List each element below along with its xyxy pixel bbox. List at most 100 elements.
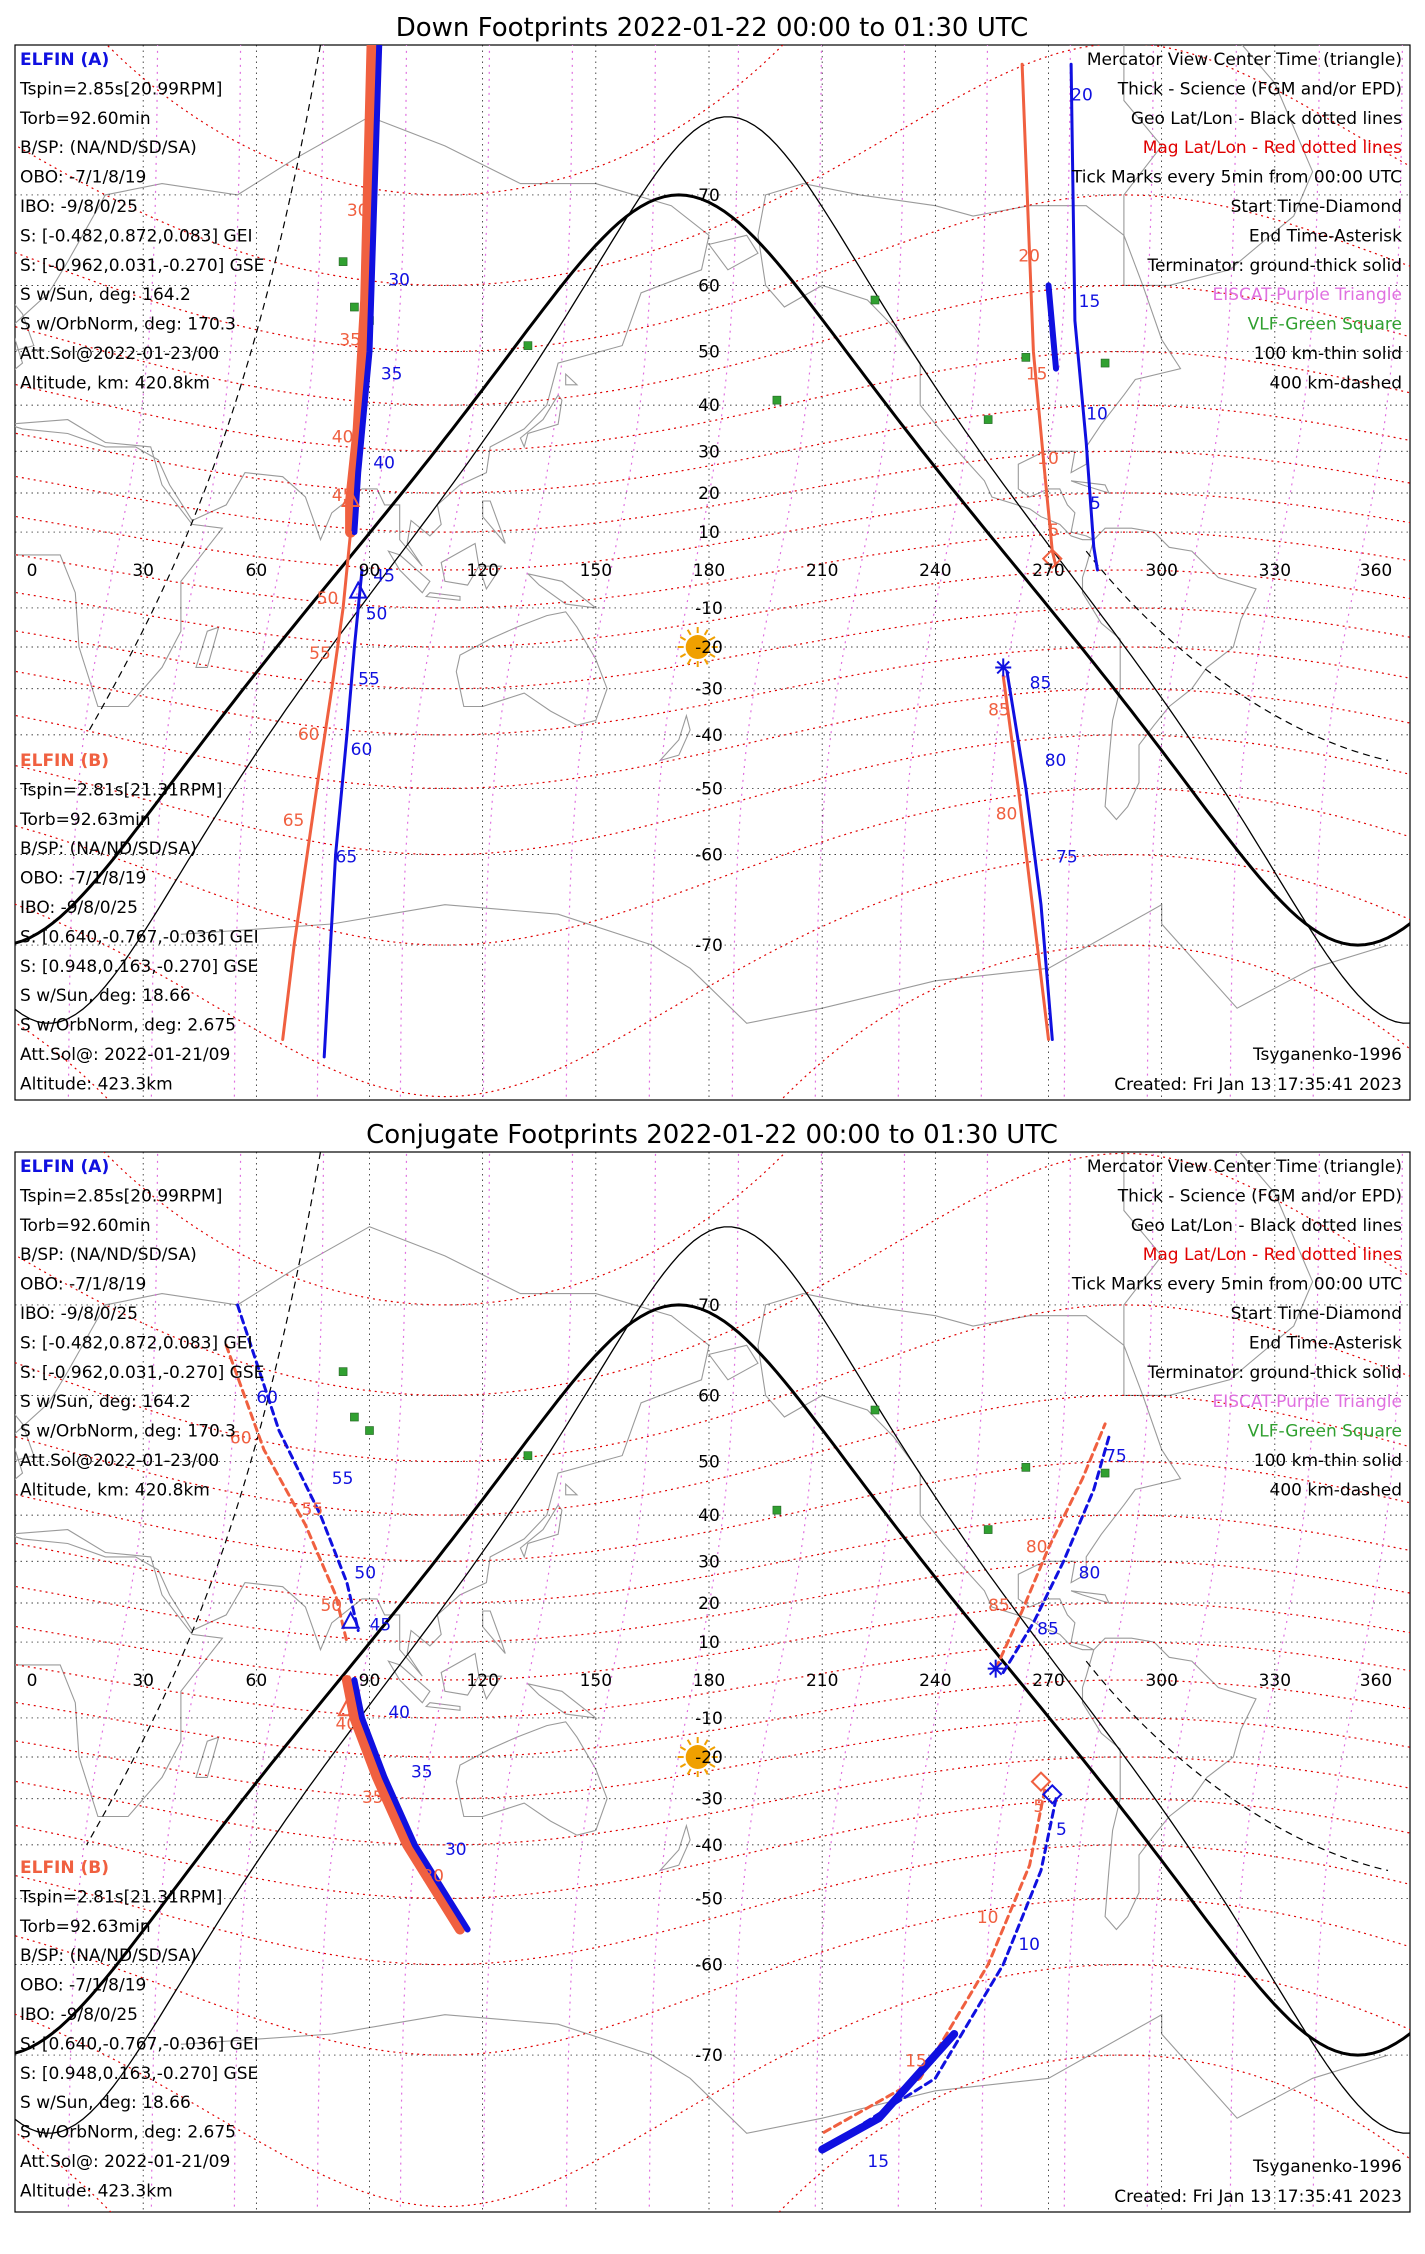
tick-label-a: 75 <box>1056 847 1078 867</box>
elfin-a-info-line: S: [-0.482,0.872,0.083] GEI <box>20 226 252 246</box>
mag-latitude <box>15 351 1410 452</box>
lat-tick-label: 70 <box>698 1296 720 1316</box>
tick-label-b: 5 <box>1033 1797 1044 1817</box>
mag-meridian <box>731 1153 823 2207</box>
coastline <box>1081 527 1257 821</box>
coastline <box>565 372 579 386</box>
legend-line: 100 km-thin solid <box>1254 344 1402 364</box>
terminator-100km <box>15 116 1410 1024</box>
legend-line: End Time-Asterisk <box>1249 226 1402 246</box>
elfin-a-info-line: IBO: -9/8/0/25 <box>20 197 138 217</box>
coastline <box>482 1610 506 1654</box>
center-time-triangle-b <box>337 1698 357 1717</box>
mag-meridian <box>233 45 325 1097</box>
mag-meridian <box>1312 45 1403 1097</box>
elfin-a-info-line: S: [-0.962,0.031,-0.270] GSE <box>20 1363 264 1383</box>
elfin-a-info-line: Torb=92.60min <box>19 1216 151 1236</box>
elfin-a-info-line: B/SP: (NA/ND/SD/SA) <box>20 1245 197 1265</box>
elfin-a-info-line: B/SP: (NA/ND/SD/SA) <box>20 138 197 158</box>
lon-tick-label: 60 <box>246 561 268 581</box>
mag-meridian <box>980 1153 1071 2207</box>
lon-tick-label: 360 <box>1360 561 1392 581</box>
lat-tick-label: 50 <box>698 343 720 363</box>
vlf-square <box>1021 1463 1031 1472</box>
lon-tick-label: 300 <box>1145 1671 1177 1691</box>
mag-meridian <box>233 1153 325 2207</box>
elfin-b-info-line: IBO: -9/8/0/25 <box>20 898 138 918</box>
elfin-b-info-line: S: [0.948,0.163,-0.270] GSE <box>20 957 258 977</box>
lat-tick-label: -10 <box>695 1709 723 1729</box>
tick-label-b: 85 <box>988 701 1010 721</box>
terminator-400km-west <box>86 1152 322 1846</box>
tick-label-b: 20 <box>1018 247 1040 267</box>
elfin-b-info-line: IBO: -9/8/0/25 <box>20 2005 138 2025</box>
legend-line: Start Time-Diamond <box>1231 197 1402 217</box>
tick-label-b: 55 <box>302 1500 324 1520</box>
elfin-a-info-line: S: [-0.962,0.031,-0.270] GSE <box>20 256 264 276</box>
elfin-b-info-line: S w/Sun, deg: 18.66 <box>20 2093 191 2113</box>
sun-ray <box>679 653 687 658</box>
tick-label-a: 40 <box>373 453 395 473</box>
elfin-b-info: ELFIN (B) Tspin=2.81s[21.31RPM] Torb=92.63… <box>19 1858 259 2201</box>
tick-label-a: 10 <box>1018 1935 1040 1955</box>
lon-tick-label: 210 <box>806 561 838 581</box>
lat-tick-labels: 70 60 50 40 30 20 10 -10 -20 -30 -40 -50 -60 -70 <box>695 1296 723 2066</box>
lon-tick-label: 270 <box>1032 1671 1064 1691</box>
elfin-a-info-line: Att.Sol@2022-01-23/00 <box>20 344 219 364</box>
lon-tick-label: 60 <box>246 1671 268 1691</box>
tick-label-a: 45 <box>373 566 395 586</box>
map-layer: 6055504540353085807551015605550403530858… <box>15 1152 1410 2212</box>
lon-tick-label: 360 <box>1360 1671 1392 1691</box>
tick-label-a: 65 <box>336 847 358 867</box>
tick-label-a: 5 <box>1090 494 1101 514</box>
tick-label-b: 10 <box>977 1908 999 1928</box>
lon-tick-labels: 0 30 60 90 120 150 180 210 240 270 300 330 360 <box>27 561 1393 581</box>
center-time-triangle-a <box>340 1610 361 1629</box>
coastline <box>387 550 431 594</box>
lat-tick-label: 40 <box>698 1506 720 1526</box>
coastline <box>455 611 608 726</box>
legend-line: Mag Lat/Lon - Red dotted lines <box>1143 1245 1402 1265</box>
elfin-a-info: ELFIN (A) Tspin=2.85s[20.99RPM] Torb=92.60… <box>19 50 264 393</box>
tick-label-b: 50 <box>317 589 339 609</box>
lat-tick-label: 10 <box>698 1633 720 1653</box>
lon-tick-label: 330 <box>1259 561 1291 581</box>
coastline <box>455 1721 608 1836</box>
terminator <box>15 45 1410 1024</box>
coastline <box>424 592 461 601</box>
track-b-east <box>1020 62 1058 568</box>
legend-line: Tick Marks every 5min from 00:00 UTC <box>1071 1275 1402 1295</box>
tick-label-b: 80 <box>996 804 1018 824</box>
track-a-north <box>236 1303 360 1632</box>
coastline <box>658 1823 691 1872</box>
vlf-square <box>365 1426 374 1435</box>
track-a-science <box>351 1677 471 1933</box>
lat-tick-label: -70 <box>695 2046 723 2066</box>
coastline <box>440 542 480 586</box>
elfin-b-info-line: OBO: -7/1/8/19 <box>20 869 146 889</box>
tick-label-b: 60 <box>298 725 320 745</box>
tick-label-b: 5 <box>1049 521 1060 541</box>
tick-label-b: 55 <box>309 644 331 664</box>
mag-meridian <box>482 45 574 1097</box>
lat-tick-label: -60 <box>695 1956 723 1976</box>
mag-meridian <box>648 45 740 1097</box>
elfin-b-info: ELFIN (B) Tspin=2.81s[21.31RPM] Torb=92.63… <box>19 751 259 1094</box>
coastline <box>478 565 503 591</box>
mag-latitude <box>15 569 1410 648</box>
lon-tick-labels: 0 30 60 90 120 150 180 210 240 270 300 330 360 <box>27 1671 1393 1691</box>
coastline <box>478 1675 503 1701</box>
coastline <box>1070 1590 1110 1604</box>
lat-tick-label: 20 <box>698 484 720 504</box>
track-b-science <box>341 1675 465 1935</box>
end-asterisk <box>988 1661 1003 1676</box>
tick-label-b: 40 <box>332 427 354 447</box>
mag-meridian <box>1063 45 1154 1097</box>
coastline <box>526 1682 598 1719</box>
legend-line: Thick - Science (FGM and/or EPD) <box>1117 1186 1402 1206</box>
elfin-b-info-line: S w/Sun, deg: 18.66 <box>20 986 191 1006</box>
down-footprints-panel: Down Footprints 2022-01-22 00:00 to 01:3… <box>14 13 1411 1101</box>
vlf-square <box>350 1412 359 1422</box>
mag-latitude <box>15 1602 1410 1681</box>
